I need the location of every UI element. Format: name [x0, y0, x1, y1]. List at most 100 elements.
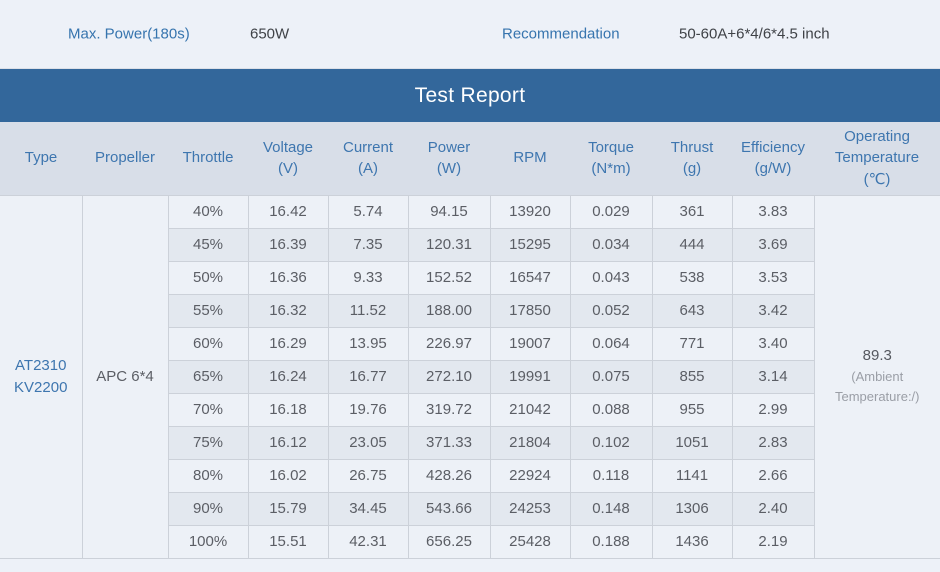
- power-cell: 656.25: [408, 525, 490, 558]
- power-cell: 319.72: [408, 393, 490, 426]
- test-report-table: Type Propeller Throttle Voltage(V) Curre…: [0, 122, 940, 559]
- current-cell: 34.45: [328, 492, 408, 525]
- torque-cell: 0.064: [570, 327, 652, 360]
- voltage-cell: 16.24: [248, 360, 328, 393]
- current-cell: 42.31: [328, 525, 408, 558]
- torque-cell: 0.052: [570, 294, 652, 327]
- efficiency-cell: 2.66: [732, 459, 814, 492]
- efficiency-cell: 2.19: [732, 525, 814, 558]
- throttle-cell: 65%: [168, 360, 248, 393]
- power-cell: 94.15: [408, 195, 490, 228]
- efficiency-cell: 2.99: [732, 393, 814, 426]
- power-cell: 188.00: [408, 294, 490, 327]
- thrust-cell: 771: [652, 327, 732, 360]
- type-line: KV2200: [0, 377, 82, 399]
- power-cell: 428.26: [408, 459, 490, 492]
- throttle-cell: 45%: [168, 228, 248, 261]
- rpm-cell: 17850: [490, 294, 570, 327]
- efficiency-cell: 3.14: [732, 360, 814, 393]
- thrust-cell: 444: [652, 228, 732, 261]
- voltage-cell: 15.51: [248, 525, 328, 558]
- voltage-cell: 16.02: [248, 459, 328, 492]
- torque-cell: 0.102: [570, 426, 652, 459]
- rpm-cell: 21804: [490, 426, 570, 459]
- recommendation-label: Recommendation: [502, 26, 620, 43]
- torque-cell: 0.043: [570, 261, 652, 294]
- efficiency-cell: 2.83: [732, 426, 814, 459]
- voltage-cell: 16.42: [248, 195, 328, 228]
- voltage-cell: 16.39: [248, 228, 328, 261]
- power-cell: 152.52: [408, 261, 490, 294]
- efficiency-cell: 2.40: [732, 492, 814, 525]
- throttle-cell: 75%: [168, 426, 248, 459]
- torque-cell: 0.088: [570, 393, 652, 426]
- throttle-cell: 100%: [168, 525, 248, 558]
- throttle-cell: 90%: [168, 492, 248, 525]
- rpm-cell: 25428: [490, 525, 570, 558]
- operating-temperature-cell: 89.3(Ambient Temperature:/): [814, 195, 940, 558]
- page-title: Test Report: [415, 84, 526, 108]
- title-bar: Test Report: [0, 69, 940, 122]
- col-header-efficiency: Efficiency(g/W): [732, 122, 814, 195]
- throttle-cell: 70%: [168, 393, 248, 426]
- thrust-cell: 855: [652, 360, 732, 393]
- torque-cell: 0.075: [570, 360, 652, 393]
- torque-cell: 0.029: [570, 195, 652, 228]
- rpm-cell: 19007: [490, 327, 570, 360]
- table-body: AT2310KV2200APC 6*440%16.425.7494.151392…: [0, 195, 940, 558]
- voltage-cell: 16.29: [248, 327, 328, 360]
- col-header-thrust: Thrust(g): [652, 122, 732, 195]
- col-header-voltage: Voltage(V): [248, 122, 328, 195]
- power-cell: 272.10: [408, 360, 490, 393]
- current-cell: 16.77: [328, 360, 408, 393]
- thrust-cell: 1436: [652, 525, 732, 558]
- top-info-bar: Max. Power(180s) 650W Recommendation 50-…: [0, 0, 940, 69]
- col-header-propeller: Propeller: [82, 122, 168, 195]
- torque-cell: 0.118: [570, 459, 652, 492]
- col-header-torque: Torque(N*m): [570, 122, 652, 195]
- thrust-cell: 1141: [652, 459, 732, 492]
- current-cell: 13.95: [328, 327, 408, 360]
- throttle-cell: 50%: [168, 261, 248, 294]
- max-power-label: Max. Power(180s): [68, 26, 190, 43]
- col-header-operating-temperature: Operating Temperature(℃): [814, 122, 940, 195]
- table-row: AT2310KV2200APC 6*440%16.425.7494.151392…: [0, 195, 940, 228]
- rpm-cell: 21042: [490, 393, 570, 426]
- throttle-cell: 55%: [168, 294, 248, 327]
- power-cell: 226.97: [408, 327, 490, 360]
- thrust-cell: 1306: [652, 492, 732, 525]
- current-cell: 23.05: [328, 426, 408, 459]
- thrust-cell: 361: [652, 195, 732, 228]
- current-cell: 5.74: [328, 195, 408, 228]
- current-cell: 19.76: [328, 393, 408, 426]
- max-power-value: 650W: [250, 26, 289, 43]
- current-cell: 11.52: [328, 294, 408, 327]
- torque-cell: 0.034: [570, 228, 652, 261]
- rpm-cell: 19991: [490, 360, 570, 393]
- rpm-cell: 13920: [490, 195, 570, 228]
- rpm-cell: 22924: [490, 459, 570, 492]
- ambient-temperature-note: (Ambient Temperature:/): [815, 367, 940, 406]
- torque-cell: 0.188: [570, 525, 652, 558]
- power-cell: 543.66: [408, 492, 490, 525]
- col-header-throttle: Throttle: [168, 122, 248, 195]
- throttle-cell: 80%: [168, 459, 248, 492]
- thrust-cell: 1051: [652, 426, 732, 459]
- thrust-cell: 955: [652, 393, 732, 426]
- type-cell: AT2310KV2200: [0, 195, 82, 558]
- power-cell: 120.31: [408, 228, 490, 261]
- throttle-cell: 40%: [168, 195, 248, 228]
- recommendation-value: 50-60A+6*4/6*4.5 inch: [679, 26, 830, 43]
- efficiency-cell: 3.83: [732, 195, 814, 228]
- current-cell: 7.35: [328, 228, 408, 261]
- efficiency-cell: 3.69: [732, 228, 814, 261]
- torque-cell: 0.148: [570, 492, 652, 525]
- propeller-cell: APC 6*4: [82, 195, 168, 558]
- col-header-rpm: RPM: [490, 122, 570, 195]
- voltage-cell: 16.12: [248, 426, 328, 459]
- power-cell: 371.33: [408, 426, 490, 459]
- efficiency-cell: 3.42: [732, 294, 814, 327]
- efficiency-cell: 3.40: [732, 327, 814, 360]
- rpm-cell: 24253: [490, 492, 570, 525]
- thrust-cell: 643: [652, 294, 732, 327]
